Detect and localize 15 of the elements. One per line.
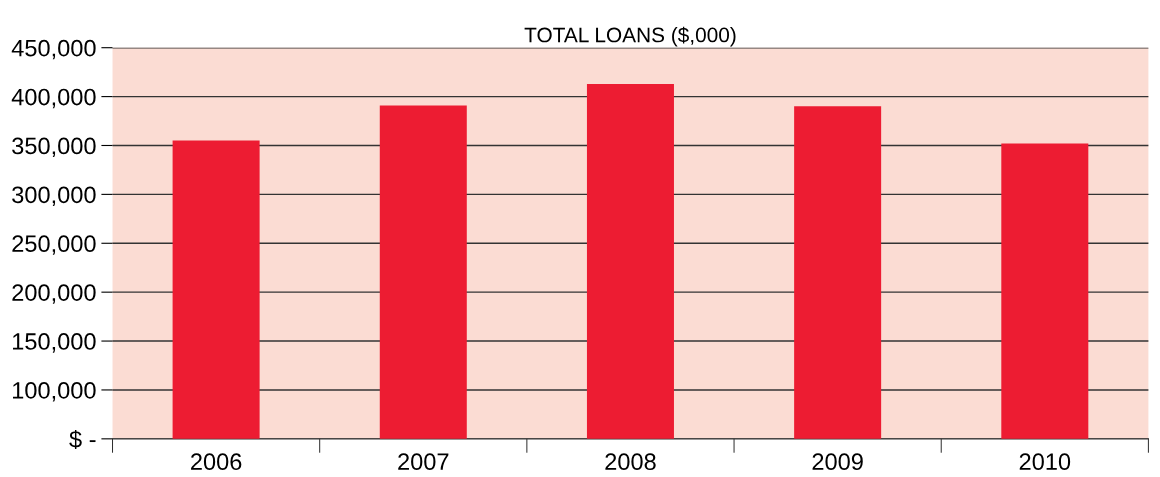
y-tick-label: 300,000 bbox=[12, 186, 96, 206]
y-tick-label: 400,000 bbox=[11, 88, 96, 109]
y-tick-label: 350,000 bbox=[12, 137, 96, 158]
y-tick-label: 450,000 bbox=[11, 39, 96, 60]
y-tick-label: 100,000 bbox=[13, 382, 96, 402]
y-tick-label: 150,000 bbox=[13, 333, 96, 353]
x-tick-label: 2008 bbox=[605, 453, 656, 471]
chart-title: TOTAL LOANS ($,000) bbox=[524, 26, 736, 47]
y-tick-label: 200,000 bbox=[12, 284, 96, 304]
x-tick-label: 2006 bbox=[191, 453, 242, 471]
y-tick-label: $ - bbox=[69, 429, 96, 450]
x-tick-label: 2007 bbox=[398, 453, 449, 471]
x-tick-label: 2009 bbox=[812, 453, 863, 471]
y-tick-label: 250,000 bbox=[12, 235, 96, 255]
x-tick-label: 2010 bbox=[1019, 453, 1071, 471]
